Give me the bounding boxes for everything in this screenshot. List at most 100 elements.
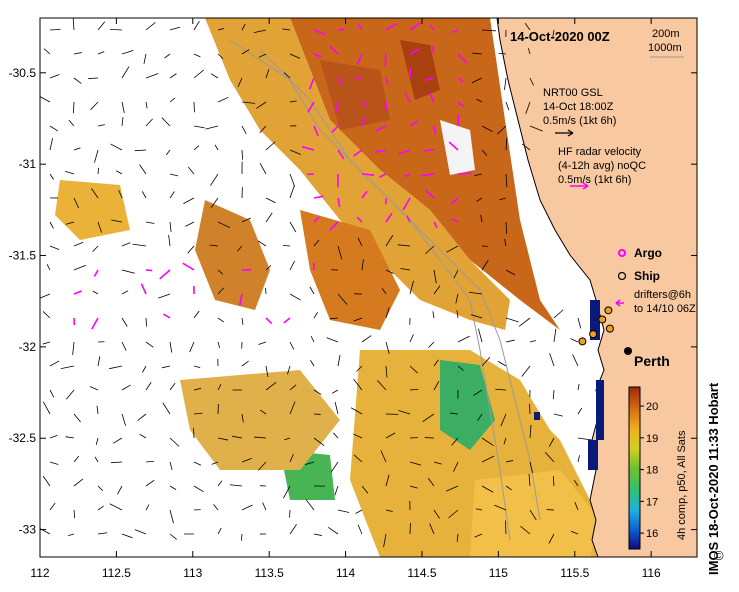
velocity-arrow	[282, 244, 291, 247]
velocity-arrow	[481, 437, 494, 446]
velocity-arrow	[433, 125, 437, 135]
velocity-arrow	[337, 149, 345, 160]
velocity-arrow	[121, 101, 125, 113]
velocity-arrow	[116, 170, 123, 175]
velocity-arrow	[121, 384, 131, 391]
velocity-arrow	[476, 98, 483, 103]
velocity-arrow	[240, 533, 243, 541]
velocity-arrow	[73, 197, 80, 209]
velocity-arrow	[446, 245, 459, 253]
velocity-arrow	[456, 533, 459, 542]
velocity-arrow	[450, 197, 459, 206]
velocity-arrow	[217, 221, 231, 229]
velocity-arrow	[457, 335, 470, 343]
velocity-arrow	[385, 474, 390, 487]
velocity-arrow	[424, 77, 435, 82]
velocity-arrow	[232, 435, 243, 439]
velocity-arrow	[503, 437, 507, 445]
ship-marker	[578, 337, 587, 346]
velocity-arrow	[429, 24, 435, 31]
velocity-arrow	[121, 413, 126, 426]
x-tick-label: 113	[183, 566, 202, 580]
velocity-arrow	[169, 533, 177, 540]
velocity-arrow	[505, 460, 514, 463]
velocity-arrow	[448, 509, 459, 519]
velocity-arrow	[49, 221, 54, 229]
velocity-arrow	[49, 389, 55, 398]
velocity-arrow	[409, 48, 421, 55]
velocity-arrow	[548, 533, 555, 544]
ship-marker	[604, 306, 613, 315]
velocity-arrow	[385, 307, 390, 319]
velocity-arrow	[433, 461, 442, 465]
velocity-arrow	[97, 221, 103, 233]
velocity-arrow	[256, 101, 267, 109]
velocity-arrow	[265, 365, 269, 377]
velocity-arrow	[72, 341, 75, 355]
velocity-arrow	[480, 214, 483, 223]
velocity-arrow	[481, 149, 488, 156]
velocity-arrow	[265, 265, 272, 271]
velocity-arrow	[549, 353, 555, 367]
velocity-arrow	[313, 216, 320, 223]
velocity-arrow	[385, 509, 393, 512]
velocity-arrow	[183, 197, 195, 204]
velocity-arrow	[356, 365, 363, 372]
colorbar	[628, 386, 641, 550]
map-title: 14-Oct-2020 00Z	[510, 29, 610, 44]
velocity-arrow	[145, 504, 150, 511]
depth-legend-1000: 1000m	[648, 42, 682, 54]
velocity-arrow	[265, 69, 270, 79]
velocity-arrow	[193, 485, 204, 493]
velocity-arrow	[282, 28, 291, 31]
velocity-arrow	[505, 101, 510, 111]
velocity-arrow	[94, 456, 99, 463]
velocity-arrow	[337, 509, 350, 513]
velocity-arrow	[121, 117, 124, 127]
velocity-arrow	[334, 485, 339, 496]
velocity-arrow	[572, 354, 579, 367]
velocity-arrow	[217, 53, 224, 59]
velocity-arrow	[471, 77, 483, 84]
velocity-arrow	[49, 173, 54, 180]
velocity-arrow	[305, 499, 315, 511]
colorbar-tick-label: 17	[646, 496, 658, 508]
velocity-arrow	[112, 437, 123, 444]
velocity-arrow	[73, 241, 84, 247]
velocity-arrow	[577, 455, 580, 463]
velocity-arrow	[89, 386, 99, 391]
velocity-arrow	[385, 234, 394, 247]
velocity-arrow	[529, 77, 534, 86]
y-tick-label: -32.5	[9, 431, 37, 445]
velocity-arrow	[193, 20, 200, 31]
velocity-arrow	[313, 239, 320, 247]
velocity-arrow	[327, 526, 339, 535]
velocity-arrow	[145, 460, 155, 463]
ship-legend-label: Ship	[634, 269, 660, 283]
velocity-arrow	[307, 101, 315, 113]
velocity-arrow	[283, 485, 291, 499]
velocity-arrow	[217, 480, 223, 487]
velocity-arrow	[134, 529, 147, 535]
velocity-arrow	[570, 338, 579, 343]
velocity-arrow	[60, 365, 75, 370]
velocity-arrow	[217, 28, 224, 31]
velocity-arrow	[337, 245, 343, 260]
velocity-arrow	[398, 149, 411, 155]
velocity-arrow	[217, 437, 229, 441]
velocity-arrow	[476, 197, 483, 202]
velocity-arrow	[577, 407, 583, 415]
velocity-arrow	[217, 287, 225, 295]
velocity-arrow	[237, 245, 243, 252]
velocity-arrow	[431, 45, 435, 55]
velocity-arrow	[337, 293, 348, 305]
velocity-arrow	[313, 389, 322, 395]
colorbar-tick-label: 16	[646, 528, 658, 540]
velocity-arrow	[169, 485, 177, 490]
velocity-arrow	[398, 410, 411, 415]
velocity-arrow	[68, 119, 75, 127]
velocity-arrow	[73, 509, 76, 519]
velocity-arrow	[241, 125, 247, 135]
velocity-arrow	[258, 53, 267, 58]
velocity-arrow	[241, 317, 244, 325]
